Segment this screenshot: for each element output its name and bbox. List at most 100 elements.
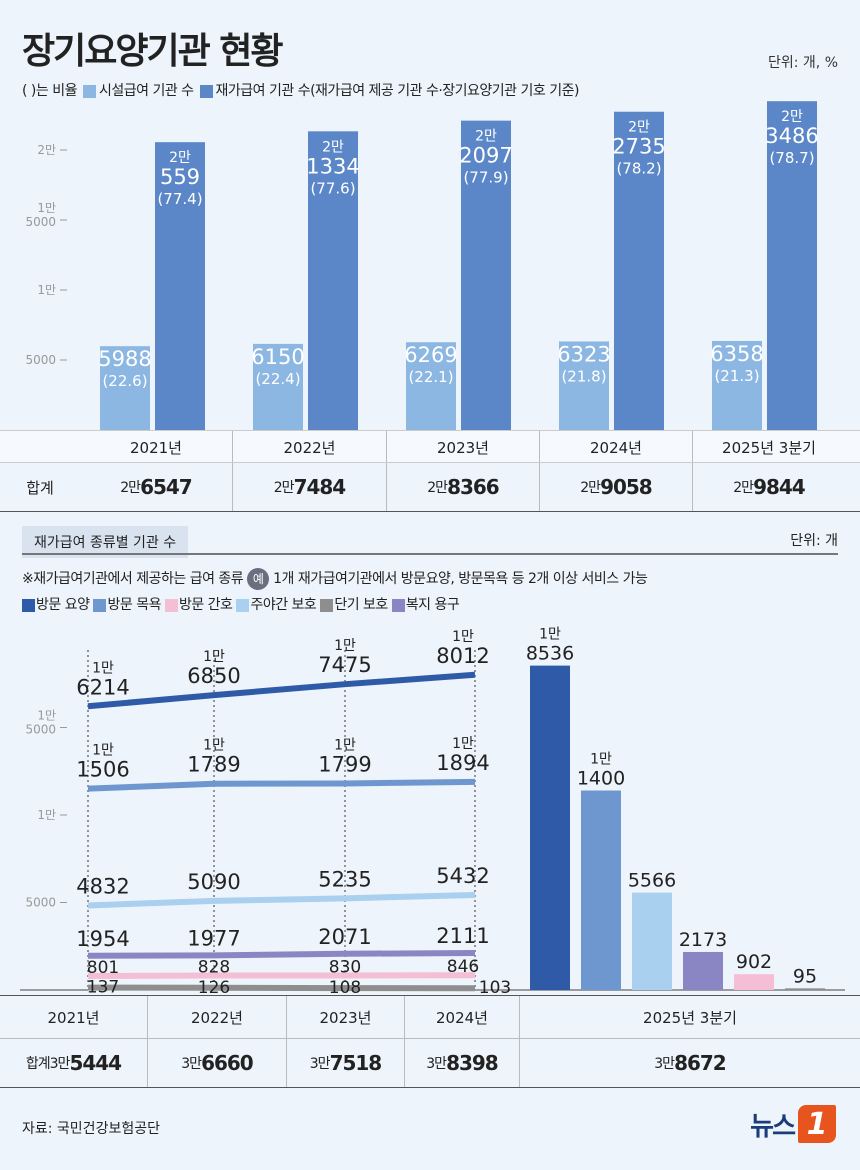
bar-value-label: 8536 [526, 643, 574, 665]
total-value: 3만 7518 [287, 1039, 405, 1087]
line-label-prefix: 1만 [334, 738, 356, 754]
bar-ratio-label: (21.3) [714, 367, 759, 385]
y-tick-label: 5000 [25, 215, 56, 229]
line-value-label: 4832 [76, 874, 129, 898]
series-line [87, 671, 476, 710]
y-tick-label: 5000 [25, 723, 56, 737]
bar-2025q3 [683, 951, 723, 990]
line-value-label: 137 [87, 978, 119, 995]
legend-facility-label: 시설급여 기관 수 [98, 83, 194, 99]
bar-home [461, 120, 511, 430]
line-value-label: 1789 [187, 753, 240, 777]
unit-label: 단위: 개, % [767, 55, 838, 71]
year-label: 2025년 3분기 [643, 1009, 737, 1027]
bar-2025q3 [734, 974, 774, 990]
bar-ratio-label: (22.4) [255, 370, 300, 388]
bar-ratio-label: (21.8) [561, 367, 606, 385]
bar-label-prefix: 2만 [628, 120, 650, 136]
bar-value-label: 95 [793, 965, 817, 987]
bar-value-label: 1400 [577, 768, 625, 790]
legend-top: ( )는 비율 시설급여 기관 수 재가급여 기관 수(재가급여 제공 기관 수… [22, 80, 579, 100]
legend-item: 단기 보호 [320, 594, 388, 614]
y-tick-label: 1만 [37, 709, 56, 723]
year-row-bottom: 2021년 2022년 2023년 2024년 2025년 3분기 [0, 995, 860, 1039]
note-example-text: 1개 재가급여기관에서 방문요양, 방문목욕 등 2개 이상 서비스 가능 [273, 571, 648, 587]
line-value-label: 5432 [436, 864, 489, 888]
bar-value-label: 559 [160, 165, 200, 189]
bar-value-label: 2097 [459, 144, 512, 168]
legend-home: 재가급여 기관 수(재가급여 제공 기관 수·장기요양기관 기호 기준) [199, 80, 579, 100]
line-value-label: 801 [87, 958, 119, 978]
source: 자료: 국민건강보험공단 [22, 1121, 160, 1137]
legend-item: 방문 간호 [164, 594, 233, 614]
line-label-prefix: 1만 [92, 660, 114, 676]
line-value-label: 828 [198, 958, 230, 978]
legend-facility: 시설급여 기관 수 [82, 80, 194, 100]
unit-label-2: 단위: 개 [790, 533, 838, 549]
line-value-label: 1506 [76, 758, 129, 782]
legend-item: 방문 요양 [22, 594, 90, 614]
bar-2025q3 [530, 665, 570, 990]
bar-2025q3 [785, 988, 825, 990]
bar-value-label: 6323 [557, 342, 610, 366]
line-value-label: 1799 [318, 753, 371, 777]
bar-ratio-label: (78.7) [769, 149, 814, 167]
total-value: 2만 9844 [733, 475, 805, 499]
line-value-label: 8012 [436, 644, 489, 668]
line-value-label: 846 [447, 957, 479, 977]
bar-ratio-label: (22.1) [408, 368, 453, 386]
bar-ratio-label: (22.6) [102, 372, 147, 390]
y-tick-label: 5000 [25, 353, 56, 367]
y-tick-label: 1만 [37, 201, 56, 215]
line-value-label: 6850 [187, 664, 240, 688]
bar-facility [253, 343, 303, 430]
news1-logo: 뉴스 1 [750, 1105, 836, 1143]
y-tick-label: 1만 [37, 808, 56, 822]
year-label: 2024년 [405, 996, 520, 1039]
logo-mark: 1 [798, 1105, 836, 1143]
total-value: 2만 8366 [387, 463, 540, 511]
bar-2025q3 [632, 892, 672, 990]
line-label-prefix: 1만 [203, 649, 225, 665]
bar-ratio-label: (77.9) [463, 169, 508, 187]
legend-item: 주야간 보호 [236, 594, 317, 614]
bar-value-label: 1334 [306, 154, 359, 178]
line-value-label: 1977 [187, 926, 240, 950]
series-line [87, 972, 476, 979]
bar-value-label: 6269 [404, 343, 457, 367]
year-label: 2023년 [287, 996, 405, 1039]
year-label: 2022년 [148, 996, 287, 1039]
line-value-label: 6214 [76, 675, 129, 699]
bar-chart-top: 50001만1만50002만5988(22.6)2만559(77.4)6150(… [25, 101, 819, 431]
line-label-prefix: 1만 [452, 736, 474, 752]
line-value-label: 5090 [187, 870, 240, 894]
bar-value-label: 6358 [710, 342, 763, 366]
bar-home [767, 101, 817, 431]
bar-label-prefix: 1만 [539, 627, 561, 643]
year-label: 2022년 [233, 431, 387, 463]
total-value: 2만 7484 [233, 463, 387, 511]
line-value-label: 5235 [318, 867, 371, 891]
total-label: 합계 [26, 478, 54, 497]
bar-value-label: 5566 [628, 870, 676, 892]
year-row-top: 2021년 2022년 2023년 2024년 2025년 3분기 [0, 430, 860, 463]
line-value-label: 126 [198, 978, 230, 995]
section-title: 재가급여 종류별 기관 수 [22, 526, 189, 558]
line-value-label: 7475 [318, 653, 371, 677]
legend-bottom: 방문 요양 방문 목욕 방문 간호 주야간 보호 단기 보호 복지 용구 [22, 594, 460, 614]
year-label: 2021년 [0, 996, 148, 1039]
line-label-prefix: 1만 [203, 738, 225, 754]
logo-text: 뉴스 [750, 1111, 796, 1142]
bar-facility [100, 346, 150, 430]
line-value-label: 103 [479, 978, 511, 995]
bar-ratio-label: (78.2) [616, 160, 661, 178]
bar-ratio-label: (77.4) [157, 190, 202, 208]
total-row-top: 합계 2만 6547 2만 7484 2만 8366 2만 9058 2만 9844 [0, 462, 860, 512]
line-label-prefix: 1만 [334, 638, 356, 654]
note: ※재가급여기관에서 제공하는 급여 종류 예 1개 재가급여기관에서 방문요양,… [22, 568, 648, 590]
line-value-label: 1894 [436, 751, 489, 775]
series-line [87, 984, 476, 992]
bar-home [614, 111, 664, 431]
page-title: 장기요양기관 현황 [22, 31, 283, 72]
